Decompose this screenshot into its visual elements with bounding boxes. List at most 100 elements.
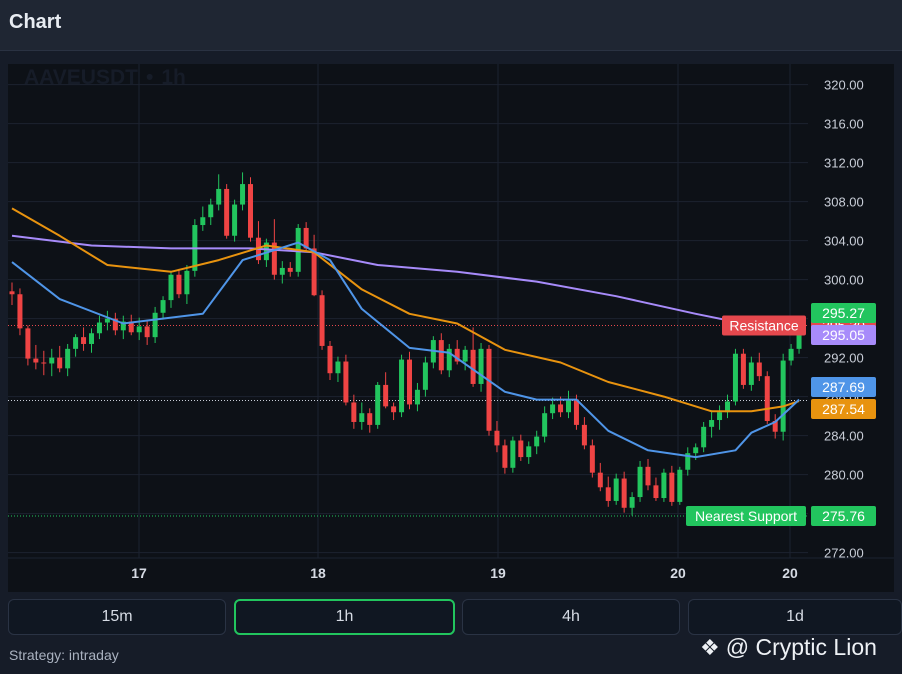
page-title: Chart	[9, 11, 62, 33]
ma-fast-line	[11, 241, 800, 459]
candle	[33, 344, 39, 370]
candle	[605, 476, 611, 507]
candle	[17, 288, 23, 336]
chart-panel[interactable]: AAVEUSDT•1h 272.00276.00280.00284.00288.…	[8, 64, 894, 592]
candle-body	[597, 472, 603, 488]
candle	[73, 334, 79, 357]
candle-body	[438, 340, 444, 371]
x-tick-label: 20	[670, 565, 686, 581]
candle	[518, 434, 524, 461]
candle-body	[685, 453, 691, 470]
candle-body	[96, 322, 102, 334]
candle-body	[542, 413, 548, 437]
brand-watermark: ❖ @ Cryptic Lion	[700, 634, 877, 661]
level-label-text: Nearest Support	[695, 508, 797, 524]
candle-body	[144, 326, 150, 338]
candle	[57, 345, 63, 373]
candle	[367, 408, 373, 433]
candle	[9, 282, 15, 305]
candle-body	[375, 384, 381, 425]
candle-body	[81, 337, 87, 344]
candle	[335, 356, 341, 382]
timeframe-1h-button[interactable]: 1h	[234, 599, 455, 635]
candle	[470, 327, 476, 387]
candle-body	[120, 321, 126, 331]
candle-body	[589, 445, 595, 473]
candle	[399, 354, 405, 418]
candle-body	[407, 359, 412, 405]
candle-body	[248, 184, 253, 238]
candle-body	[478, 348, 484, 384]
candle	[81, 327, 87, 351]
candle-body	[391, 406, 397, 413]
candle-body	[756, 362, 762, 377]
candle	[287, 262, 293, 277]
candle	[788, 343, 794, 366]
candle	[224, 184, 230, 239]
candle-body	[446, 348, 452, 371]
candle-body	[112, 318, 118, 331]
candle-body	[717, 412, 723, 421]
candle	[383, 372, 389, 409]
ma-slow-line	[11, 234, 800, 329]
candle-body	[518, 440, 524, 458]
candle	[566, 390, 571, 419]
x-tick-label: 17	[131, 565, 147, 581]
candle-body	[343, 361, 349, 403]
timeframe-15m-button[interactable]: 15m	[8, 599, 226, 635]
candle-body	[693, 447, 699, 454]
brand-text: @ Cryptic Lion	[725, 634, 877, 660]
candle-body	[748, 362, 754, 385]
candle	[589, 439, 595, 478]
candle-body	[160, 300, 166, 313]
y-tick-label: 304.00	[824, 234, 864, 249]
level-value-tag: 275.76	[811, 505, 876, 526]
candle-body	[581, 424, 587, 446]
y-tick-label: 300.00	[824, 273, 864, 288]
candle-body	[701, 426, 707, 448]
candle-body	[510, 440, 516, 468]
candle	[120, 315, 126, 340]
price-tag: 287.69	[811, 377, 876, 397]
candle-body	[534, 436, 540, 447]
candle-body	[788, 348, 794, 361]
candle	[780, 353, 786, 441]
candle-body	[454, 348, 460, 362]
candle	[168, 270, 174, 308]
timeframe-1d-button[interactable]: 1d	[688, 599, 902, 635]
candle	[454, 340, 460, 365]
candle	[661, 468, 667, 502]
candle-body	[327, 345, 333, 374]
candle-body	[399, 359, 405, 413]
timeframe-4h-button[interactable]: 4h	[462, 599, 680, 635]
candle-body	[200, 217, 206, 226]
candlestick-chart[interactable]: AAVEUSDT•1h 272.00276.00280.00284.00288.…	[8, 64, 894, 592]
price-tag-bg	[811, 399, 876, 419]
candle-body	[263, 242, 269, 261]
candle	[112, 312, 118, 336]
candle-body	[57, 357, 63, 369]
symbol-watermark: AAVEUSDT • 1h	[24, 66, 186, 89]
level-label-bg	[722, 315, 806, 336]
price-tags: Resistance295.30Nearest Support275.76295…	[686, 303, 876, 526]
candle	[502, 439, 508, 474]
candle	[375, 382, 381, 429]
candle-body	[709, 420, 715, 427]
y-tick-label: 272.00	[824, 546, 864, 561]
candle-body	[152, 312, 158, 338]
candle-body	[653, 485, 659, 499]
candle	[128, 314, 134, 336]
x-tick-label: 18	[310, 565, 326, 581]
candle-body	[550, 404, 556, 414]
candle-body	[319, 295, 325, 346]
level-label-bg	[686, 505, 806, 526]
candle	[645, 459, 651, 491]
candle	[613, 473, 619, 505]
candle-body	[422, 362, 428, 390]
candle-body	[176, 274, 182, 295]
candle-body	[725, 401, 730, 413]
timeframe-label: 4h	[562, 608, 580, 625]
candle-body	[89, 333, 94, 344]
watermark-separator: •	[146, 66, 153, 89]
candle-body	[637, 466, 643, 498]
